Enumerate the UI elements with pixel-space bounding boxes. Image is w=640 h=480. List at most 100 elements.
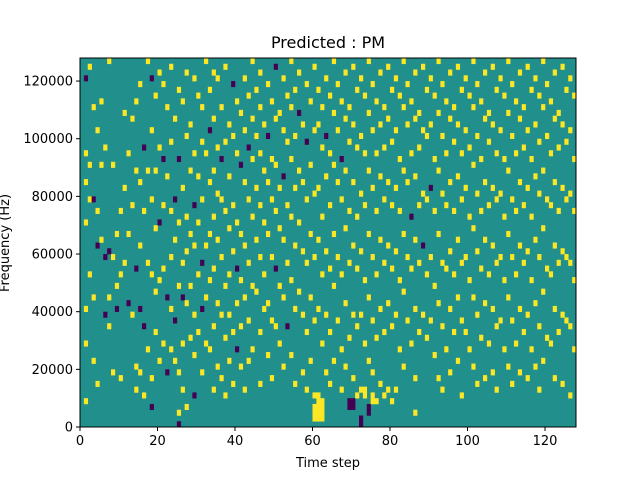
heatmap-cell (525, 311, 530, 318)
heatmap-cell (335, 127, 340, 134)
heatmap-cell (421, 311, 426, 318)
heatmap-cell (347, 259, 352, 266)
heatmap-cell (347, 398, 352, 405)
heatmap-cell (560, 248, 565, 255)
heatmap-cell (83, 340, 89, 347)
heatmap-cell (479, 265, 484, 272)
heatmap-cell (459, 392, 464, 399)
heatmap-cell (316, 403, 321, 411)
heatmap-cell (572, 346, 577, 353)
heatmap-cell (467, 346, 472, 353)
heatmap-cell (517, 305, 523, 312)
heatmap-cell (436, 375, 441, 382)
heatmap-cell (471, 294, 476, 301)
heatmap-cell (207, 86, 213, 93)
heatmap-cell (409, 213, 414, 220)
heatmap-cell (320, 415, 325, 422)
heatmap-cell (87, 196, 92, 203)
heatmap-cell (521, 144, 526, 151)
heatmap-cell (413, 375, 418, 382)
heatmap-cell (196, 271, 201, 278)
heatmap-cell (250, 213, 255, 220)
heatmap-cell (417, 328, 422, 336)
heatmap-cell (444, 265, 449, 272)
heatmap-cell (455, 236, 461, 243)
heatmap-cell (366, 409, 371, 416)
heatmap-cell (440, 259, 445, 266)
heatmap-cell (572, 92, 577, 99)
heatmap-cell (312, 317, 317, 324)
heatmap-cell (514, 340, 519, 347)
heatmap-cell (207, 346, 213, 353)
heatmap-cell (304, 81, 309, 88)
heatmap-cell (436, 300, 441, 307)
heatmap-cell (339, 156, 344, 163)
heatmap-cell (498, 254, 503, 261)
heatmap-cell (331, 58, 337, 65)
heatmap-cell (165, 104, 170, 111)
heatmap-cell (331, 282, 337, 289)
heatmap-cell (537, 92, 542, 99)
heatmap-cell (440, 323, 445, 330)
heatmap-cell (370, 81, 375, 88)
heatmap-cell (517, 69, 523, 76)
heatmap-cell (417, 109, 422, 116)
heatmap-cell (444, 346, 449, 353)
heatmap-cell (370, 369, 375, 376)
heatmap-cell (250, 282, 255, 289)
heatmap-cell (397, 156, 402, 163)
heatmap-cell (227, 225, 232, 232)
heatmap-cell (386, 242, 391, 249)
heatmap-cell (200, 369, 205, 376)
heatmap-cell (490, 184, 495, 191)
heatmap-cell (231, 380, 236, 387)
heatmap-cell (424, 86, 430, 93)
heatmap-cell (401, 58, 406, 65)
heatmap-cell (432, 352, 437, 359)
heatmap-cell (374, 334, 379, 341)
heatmap-cell (359, 415, 364, 422)
heatmap-cell (277, 282, 282, 289)
heatmap-cell (517, 242, 523, 249)
heatmap-cell (328, 202, 333, 209)
heatmap-cell (355, 323, 360, 330)
heatmap-cell (355, 265, 360, 272)
heatmap-cell (308, 357, 313, 364)
heatmap-cell (111, 369, 116, 376)
heatmap-cell (180, 386, 185, 393)
heatmap-cell (335, 81, 340, 88)
heatmap-cell (235, 98, 240, 105)
heatmap-cell (180, 98, 185, 105)
heatmap-cell (467, 277, 472, 284)
heatmap-cell (405, 121, 410, 128)
heatmap-cell (440, 132, 445, 140)
heatmap-cell (138, 305, 143, 312)
heatmap-cell (366, 230, 371, 238)
heatmap-cell (502, 156, 507, 163)
heatmap-cell (273, 161, 278, 168)
heatmap-cell (99, 161, 104, 168)
heatmap-cell (188, 230, 193, 238)
heatmap-cell (393, 248, 399, 255)
heatmap-cell (517, 369, 523, 376)
heatmap-cell (347, 138, 352, 145)
heatmap-cell (490, 121, 495, 128)
heatmap-cell (223, 138, 228, 145)
heatmap-cell (157, 219, 162, 226)
heatmap-cell (541, 357, 546, 364)
heatmap-cell (374, 271, 379, 278)
heatmap-cell (428, 184, 433, 191)
heatmap-cell (242, 127, 247, 134)
heatmap-cell (173, 196, 178, 203)
heatmap-cell (157, 357, 162, 364)
heatmap-cell (343, 69, 348, 76)
heatmap-cell (506, 109, 511, 116)
heatmap-cell (231, 328, 236, 336)
heatmap-cell (207, 277, 213, 284)
heatmap-cell (180, 294, 185, 301)
heatmap-cell (188, 282, 193, 289)
heatmap-cell (494, 323, 499, 330)
heatmap-cell (91, 294, 96, 301)
heatmap-cell (277, 184, 282, 191)
y-axis: 0 20000 40000 60000 80000 100000 120000 (23, 75, 80, 436)
